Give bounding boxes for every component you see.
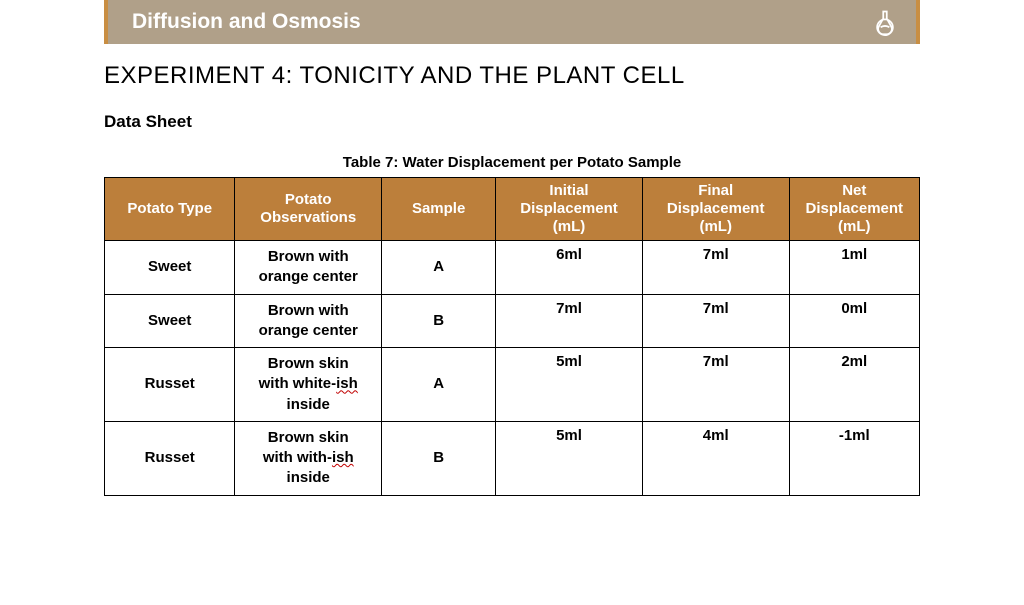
cell-net: -1ml xyxy=(789,421,919,495)
cell-sample: B xyxy=(382,421,496,495)
cell-net: 2ml xyxy=(789,348,919,422)
flask-icon xyxy=(870,7,900,37)
cell-sample: B xyxy=(382,294,496,348)
cell-sample: A xyxy=(382,241,496,295)
cell-init: 5ml xyxy=(496,421,643,495)
th-observations: PotatoObservations xyxy=(235,178,382,241)
page: Diffusion and Osmosis EXPERIMENT 4: TONI… xyxy=(0,0,1024,496)
cell-init: 6ml xyxy=(496,241,643,295)
cell-observations: Brown skinwith with-ishinside xyxy=(235,421,382,495)
data-table: Potato Type PotatoObservations Sample In… xyxy=(104,177,920,496)
th-final: FinalDisplacement(mL) xyxy=(642,178,789,241)
spellcheck-squiggle: ish xyxy=(336,375,358,392)
content: EXPERIMENT 4: TONICITY AND THE PLANT CEL… xyxy=(0,44,1024,496)
cell-init: 7ml xyxy=(496,294,643,348)
cell-init: 5ml xyxy=(496,348,643,422)
th-sample: Sample xyxy=(382,178,496,241)
cell-potato-type: Sweet xyxy=(105,241,235,295)
table-row: RussetBrown skinwith with-ishinsideB5ml4… xyxy=(105,421,920,495)
cell-net: 1ml xyxy=(789,241,919,295)
banner-title: Diffusion and Osmosis xyxy=(132,10,361,34)
th-net: NetDisplacement(mL) xyxy=(789,178,919,241)
spellcheck-squiggle: ish xyxy=(332,449,354,466)
data-sheet-label: Data Sheet xyxy=(104,112,920,132)
cell-final: 4ml xyxy=(642,421,789,495)
cell-net: 0ml xyxy=(789,294,919,348)
cell-potato-type: Sweet xyxy=(105,294,235,348)
cell-potato-type: Russet xyxy=(105,348,235,422)
experiment-title: EXPERIMENT 4: TONICITY AND THE PLANT CEL… xyxy=(104,62,920,90)
table-row: SweetBrown withorange centerB7ml7ml0ml xyxy=(105,294,920,348)
table-row: RussetBrown skinwith white-ishinsideA5ml… xyxy=(105,348,920,422)
cell-observations: Brown withorange center xyxy=(235,294,382,348)
banner: Diffusion and Osmosis xyxy=(104,0,920,44)
cell-sample: A xyxy=(382,348,496,422)
th-potato-type: Potato Type xyxy=(105,178,235,241)
table-header-row: Potato Type PotatoObservations Sample In… xyxy=(105,178,920,241)
cell-observations: Brown withorange center xyxy=(235,241,382,295)
cell-observations: Brown skinwith white-ishinside xyxy=(235,348,382,422)
table-body: SweetBrown withorange centerA6ml7ml1mlSw… xyxy=(105,241,920,496)
cell-final: 7ml xyxy=(642,241,789,295)
cell-final: 7ml xyxy=(642,294,789,348)
table-row: SweetBrown withorange centerA6ml7ml1ml xyxy=(105,241,920,295)
th-initial: InitialDisplacement(mL) xyxy=(496,178,643,241)
cell-final: 7ml xyxy=(642,348,789,422)
cell-potato-type: Russet xyxy=(105,421,235,495)
table-caption: Table 7: Water Displacement per Potato S… xyxy=(104,154,920,171)
